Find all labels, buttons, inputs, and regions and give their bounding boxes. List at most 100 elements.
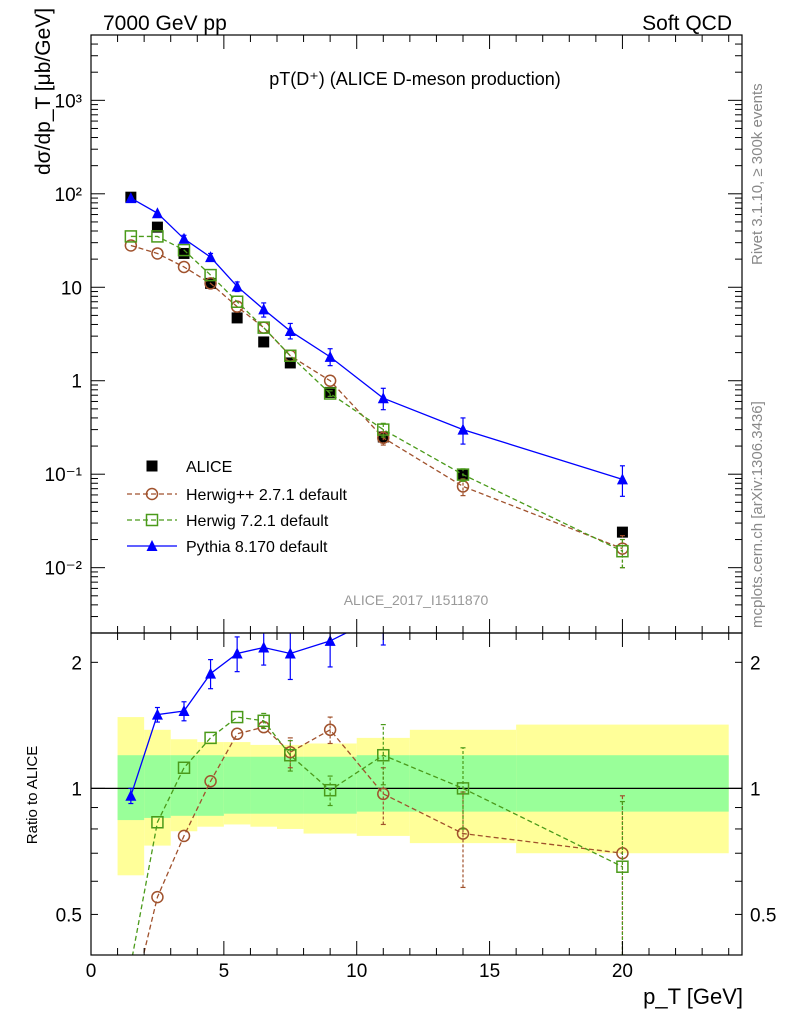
ratio-point bbox=[205, 667, 217, 679]
top-point bbox=[151, 247, 164, 260]
legend-entry-pythia-8-170-default: Pythia 8.170 default bbox=[127, 539, 328, 556]
top-y-tick-label: 10 bbox=[61, 278, 82, 299]
ratio-y-label: Ratio to ALICE bbox=[24, 746, 41, 844]
x-tick-label: 10 bbox=[346, 961, 367, 982]
top-point bbox=[323, 387, 337, 400]
ratio-y-tick-label-right: 0.5 bbox=[750, 905, 776, 926]
ratio-bands bbox=[91, 717, 742, 876]
ratio-point bbox=[377, 787, 390, 801]
ratio-point bbox=[151, 708, 163, 720]
ratio-point bbox=[178, 705, 190, 717]
legend-label: ALICE bbox=[186, 459, 232, 476]
top-point bbox=[177, 243, 191, 257]
ratio-point bbox=[177, 829, 191, 843]
x-tick-label: 20 bbox=[612, 961, 633, 982]
top-point bbox=[616, 544, 629, 558]
top-point bbox=[457, 423, 469, 435]
top-point bbox=[616, 526, 628, 538]
top-point bbox=[204, 277, 217, 290]
ratio-series bbox=[125, 577, 629, 1013]
legend-marker bbox=[146, 540, 158, 551]
ratio-point bbox=[151, 890, 164, 904]
top-point bbox=[231, 280, 243, 292]
x-tick-label: 15 bbox=[479, 961, 500, 982]
legend-entry-herwig-2-7-1-default: Herwig++ 2.7.1 default bbox=[127, 487, 348, 504]
top-point bbox=[124, 230, 138, 243]
ratio-point bbox=[323, 723, 337, 737]
top-point bbox=[178, 247, 190, 259]
top-line-herwig-2-7-1-default bbox=[130, 244, 623, 550]
top-point bbox=[151, 221, 163, 233]
top-point bbox=[205, 251, 217, 263]
ratio-point bbox=[230, 710, 244, 724]
ratio-y-tick-label-left: 1 bbox=[71, 779, 82, 800]
ratio-series-herwig-7-2-1-default bbox=[125, 710, 629, 970]
top-y-tick-label: 10² bbox=[55, 185, 82, 206]
top-series-herwig-7-2-1-default bbox=[124, 230, 629, 569]
ratio-point bbox=[230, 727, 244, 741]
ratio-point bbox=[125, 959, 136, 970]
top-point bbox=[204, 268, 217, 282]
top-point bbox=[323, 374, 337, 387]
top-y-tick-label: 10⁻² bbox=[45, 559, 83, 580]
top-point bbox=[456, 468, 470, 481]
ratio-point bbox=[324, 634, 336, 646]
top-line-pythia-8-170-default bbox=[130, 197, 623, 481]
ratio-point bbox=[125, 1002, 136, 1013]
legend-marker bbox=[145, 513, 159, 527]
ratio-point bbox=[616, 860, 629, 873]
top-point bbox=[177, 260, 191, 274]
top-y-tick-label: 1 bbox=[71, 372, 82, 393]
ratio-point bbox=[257, 714, 270, 728]
legend: ALICE Herwig++ 2.7.1 default Herwig 7.2.1 … bbox=[127, 459, 348, 556]
header-left: 7000 GeV pp bbox=[103, 12, 227, 35]
top-point bbox=[377, 423, 390, 436]
ratio-point bbox=[204, 731, 217, 745]
top-point bbox=[616, 473, 628, 485]
legend-label: Pythia 8.170 default bbox=[186, 539, 328, 556]
top-panel-series bbox=[124, 191, 629, 569]
ratio-series-pythia-8-170-default bbox=[125, 577, 469, 805]
ratio-point bbox=[377, 748, 390, 762]
top-point bbox=[151, 207, 163, 219]
ratio-point bbox=[258, 641, 270, 653]
ratio-point bbox=[378, 609, 389, 620]
top-line-herwig-7-2-1-default bbox=[130, 235, 623, 552]
ratio-point bbox=[204, 774, 217, 788]
legend-entry-herwig-7-2-1-default: Herwig 7.2.1 default bbox=[127, 513, 329, 530]
ratio-panel-frame bbox=[90, 632, 743, 956]
top-panel-axes: 10⁻² 10⁻¹ 1 10 10² 10³ bbox=[45, 34, 743, 634]
inner-band-segment bbox=[223, 756, 251, 814]
top-point bbox=[324, 386, 336, 398]
ratio-point bbox=[458, 577, 469, 588]
top-point bbox=[178, 232, 190, 244]
y-axis-label-text: dσ/dp_T [μb/GeV] bbox=[32, 8, 55, 175]
ratio-point bbox=[125, 789, 137, 801]
legend-marker bbox=[145, 487, 159, 501]
top-series-alice bbox=[125, 191, 628, 538]
header-right: Soft QCD bbox=[642, 12, 732, 35]
ratio-point bbox=[284, 748, 297, 762]
top-point bbox=[151, 230, 164, 243]
top-point bbox=[284, 325, 296, 337]
top-y-tick-label: 10³ bbox=[55, 91, 82, 112]
top-y-tick-label: 10⁻¹ bbox=[45, 465, 83, 486]
inner-band-segment bbox=[144, 755, 171, 818]
analysis-id: ALICE_2017_I1511870 bbox=[344, 592, 489, 608]
ratio-y-tick-label-left: 2 bbox=[71, 653, 82, 674]
y-axis-label: dσ/dp_T [μb/GeV] bbox=[32, 8, 55, 175]
x-tick-label: 0 bbox=[86, 961, 97, 982]
ratio-y-tick-label-left: 0.5 bbox=[56, 905, 82, 926]
plot-title: pT(D⁺) (ALICE D-meson production) bbox=[269, 69, 561, 89]
top-point bbox=[124, 239, 138, 252]
legend-label: Herwig++ 2.7.1 default bbox=[186, 487, 348, 504]
inner-band-segment bbox=[250, 756, 277, 814]
ratio-point bbox=[284, 647, 296, 659]
top-point bbox=[377, 392, 389, 404]
top-point bbox=[258, 303, 270, 315]
ratio-point bbox=[151, 816, 164, 829]
top-point bbox=[257, 321, 270, 334]
top-point bbox=[258, 336, 270, 348]
top-point bbox=[284, 357, 296, 369]
